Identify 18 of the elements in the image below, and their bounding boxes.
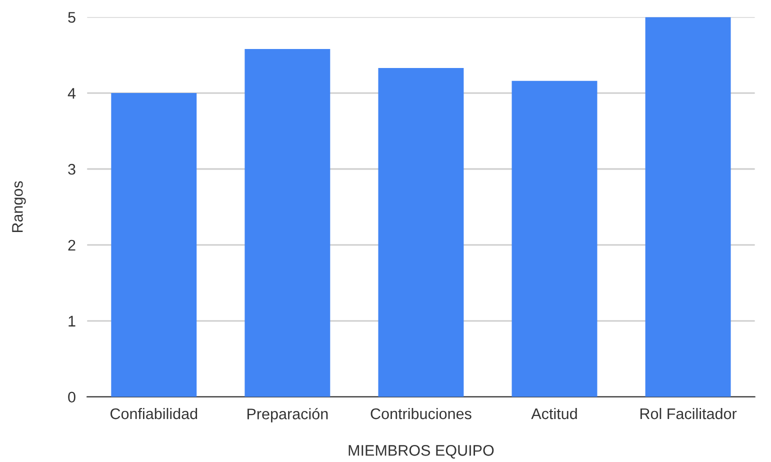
x-axis-title: MIEMBROS EQUIPO bbox=[348, 445, 494, 459]
bar bbox=[111, 93, 197, 397]
y-tick-label: 0 bbox=[68, 392, 76, 403]
y-tick-label: 3 bbox=[68, 164, 76, 175]
bar bbox=[512, 80, 598, 397]
x-tick-label: Actitud bbox=[531, 408, 577, 420]
y-tick-label: 2 bbox=[68, 240, 76, 250]
y-axis-title: Rangos bbox=[12, 181, 26, 232]
x-tick-label: Contribuciones bbox=[370, 408, 472, 420]
y-tick-label: 5 bbox=[68, 12, 76, 23]
x-tick-label: Preparación bbox=[247, 408, 328, 422]
bar bbox=[244, 48, 330, 397]
y-tick-label: 4 bbox=[68, 88, 76, 99]
y-tick-label: 1 bbox=[68, 316, 76, 326]
x-tick-label: Confiabilidad bbox=[110, 408, 198, 420]
bar bbox=[645, 17, 731, 397]
x-tick-label: Rol Facilitador bbox=[640, 408, 737, 420]
bar bbox=[378, 68, 464, 397]
